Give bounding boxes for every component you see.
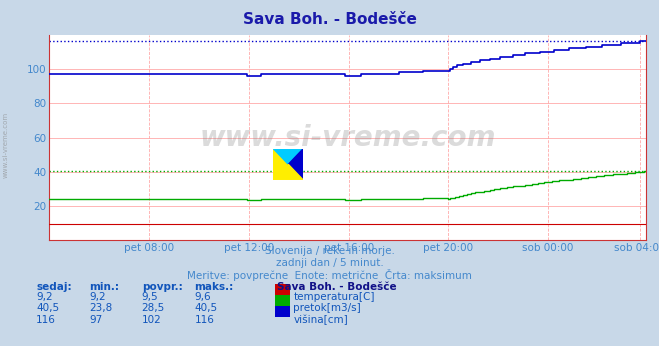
Text: 116: 116: [36, 315, 56, 325]
Text: Sava Boh. - Bodešče: Sava Boh. - Bodešče: [243, 12, 416, 27]
Text: min.:: min.:: [89, 282, 119, 292]
Text: Slovenija / reke in morje.: Slovenija / reke in morje.: [264, 246, 395, 256]
Text: povpr.:: povpr.:: [142, 282, 183, 292]
Text: višina[cm]: višina[cm]: [293, 315, 348, 325]
Text: pretok[m3/s]: pretok[m3/s]: [293, 303, 361, 313]
Text: 9,5: 9,5: [142, 292, 158, 302]
Text: 28,5: 28,5: [142, 303, 165, 313]
Text: sedaj:: sedaj:: [36, 282, 72, 292]
Text: maks.:: maks.:: [194, 282, 234, 292]
Text: 40,5: 40,5: [194, 303, 217, 313]
Text: 102: 102: [142, 315, 161, 325]
Text: Sava Boh. - Bodešče: Sava Boh. - Bodešče: [277, 282, 397, 292]
Text: Meritve: povprečne  Enote: metrične  Črta: maksimum: Meritve: povprečne Enote: metrične Črta:…: [187, 269, 472, 281]
Text: 116: 116: [194, 315, 214, 325]
Text: 9,6: 9,6: [194, 292, 211, 302]
Polygon shape: [273, 149, 303, 164]
Text: www.si-vreme.com: www.si-vreme.com: [200, 124, 496, 152]
Text: www.si-vreme.com: www.si-vreme.com: [2, 112, 9, 179]
Text: 23,8: 23,8: [89, 303, 112, 313]
Text: temperatura[C]: temperatura[C]: [293, 292, 375, 302]
Polygon shape: [289, 149, 303, 180]
Text: 97: 97: [89, 315, 102, 325]
Polygon shape: [273, 164, 303, 180]
Text: zadnji dan / 5 minut.: zadnji dan / 5 minut.: [275, 258, 384, 268]
Polygon shape: [273, 149, 289, 180]
Text: 40,5: 40,5: [36, 303, 59, 313]
Text: 9,2: 9,2: [36, 292, 53, 302]
Text: 9,2: 9,2: [89, 292, 105, 302]
